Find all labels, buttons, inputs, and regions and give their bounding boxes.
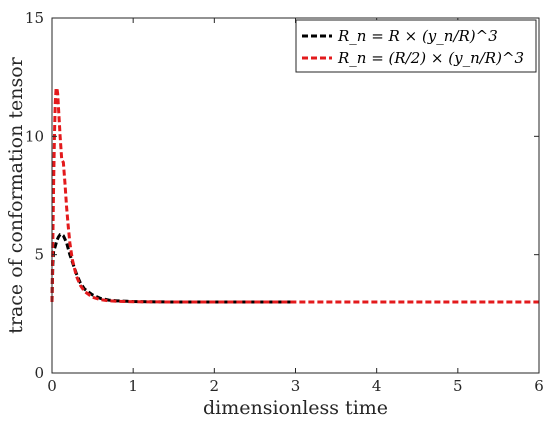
y-tick-label: 0 — [34, 364, 44, 382]
plot-background — [52, 18, 539, 373]
y-tick-label: 5 — [34, 246, 44, 264]
y-axis-label: trace of conformation tensor — [5, 56, 27, 333]
x-tick-label: 2 — [210, 377, 220, 395]
y-tick-label: 10 — [25, 127, 44, 145]
series-line-2 — [50, 86, 539, 304]
ticks-layer: 0 1 2 3 4 5 6 0 5 10 15 — [25, 9, 544, 395]
x-tick-label: 3 — [291, 377, 301, 395]
legend-box — [295, 19, 537, 73]
legend: R_n = R × (y_n/R)^3 R_n = (R/2) × (y_n/R… — [295, 19, 537, 73]
series-layer — [50, 86, 539, 304]
x-tick-label: 0 — [47, 377, 57, 395]
x-tick-label: 6 — [534, 377, 544, 395]
x-tick-label: 1 — [128, 377, 138, 395]
x-tick-label: 5 — [453, 377, 463, 395]
legend-label-series-2: R_n = (R/2) × (y_n/R)^3 — [337, 49, 524, 67]
plot-area — [52, 18, 539, 373]
y-tick-label: 15 — [25, 9, 44, 27]
x-axis-label: dimensionless time — [203, 397, 388, 419]
legend-label-series-1: R_n = R × (y_n/R)^3 — [337, 27, 498, 45]
x-tick-label: 4 — [372, 377, 382, 395]
